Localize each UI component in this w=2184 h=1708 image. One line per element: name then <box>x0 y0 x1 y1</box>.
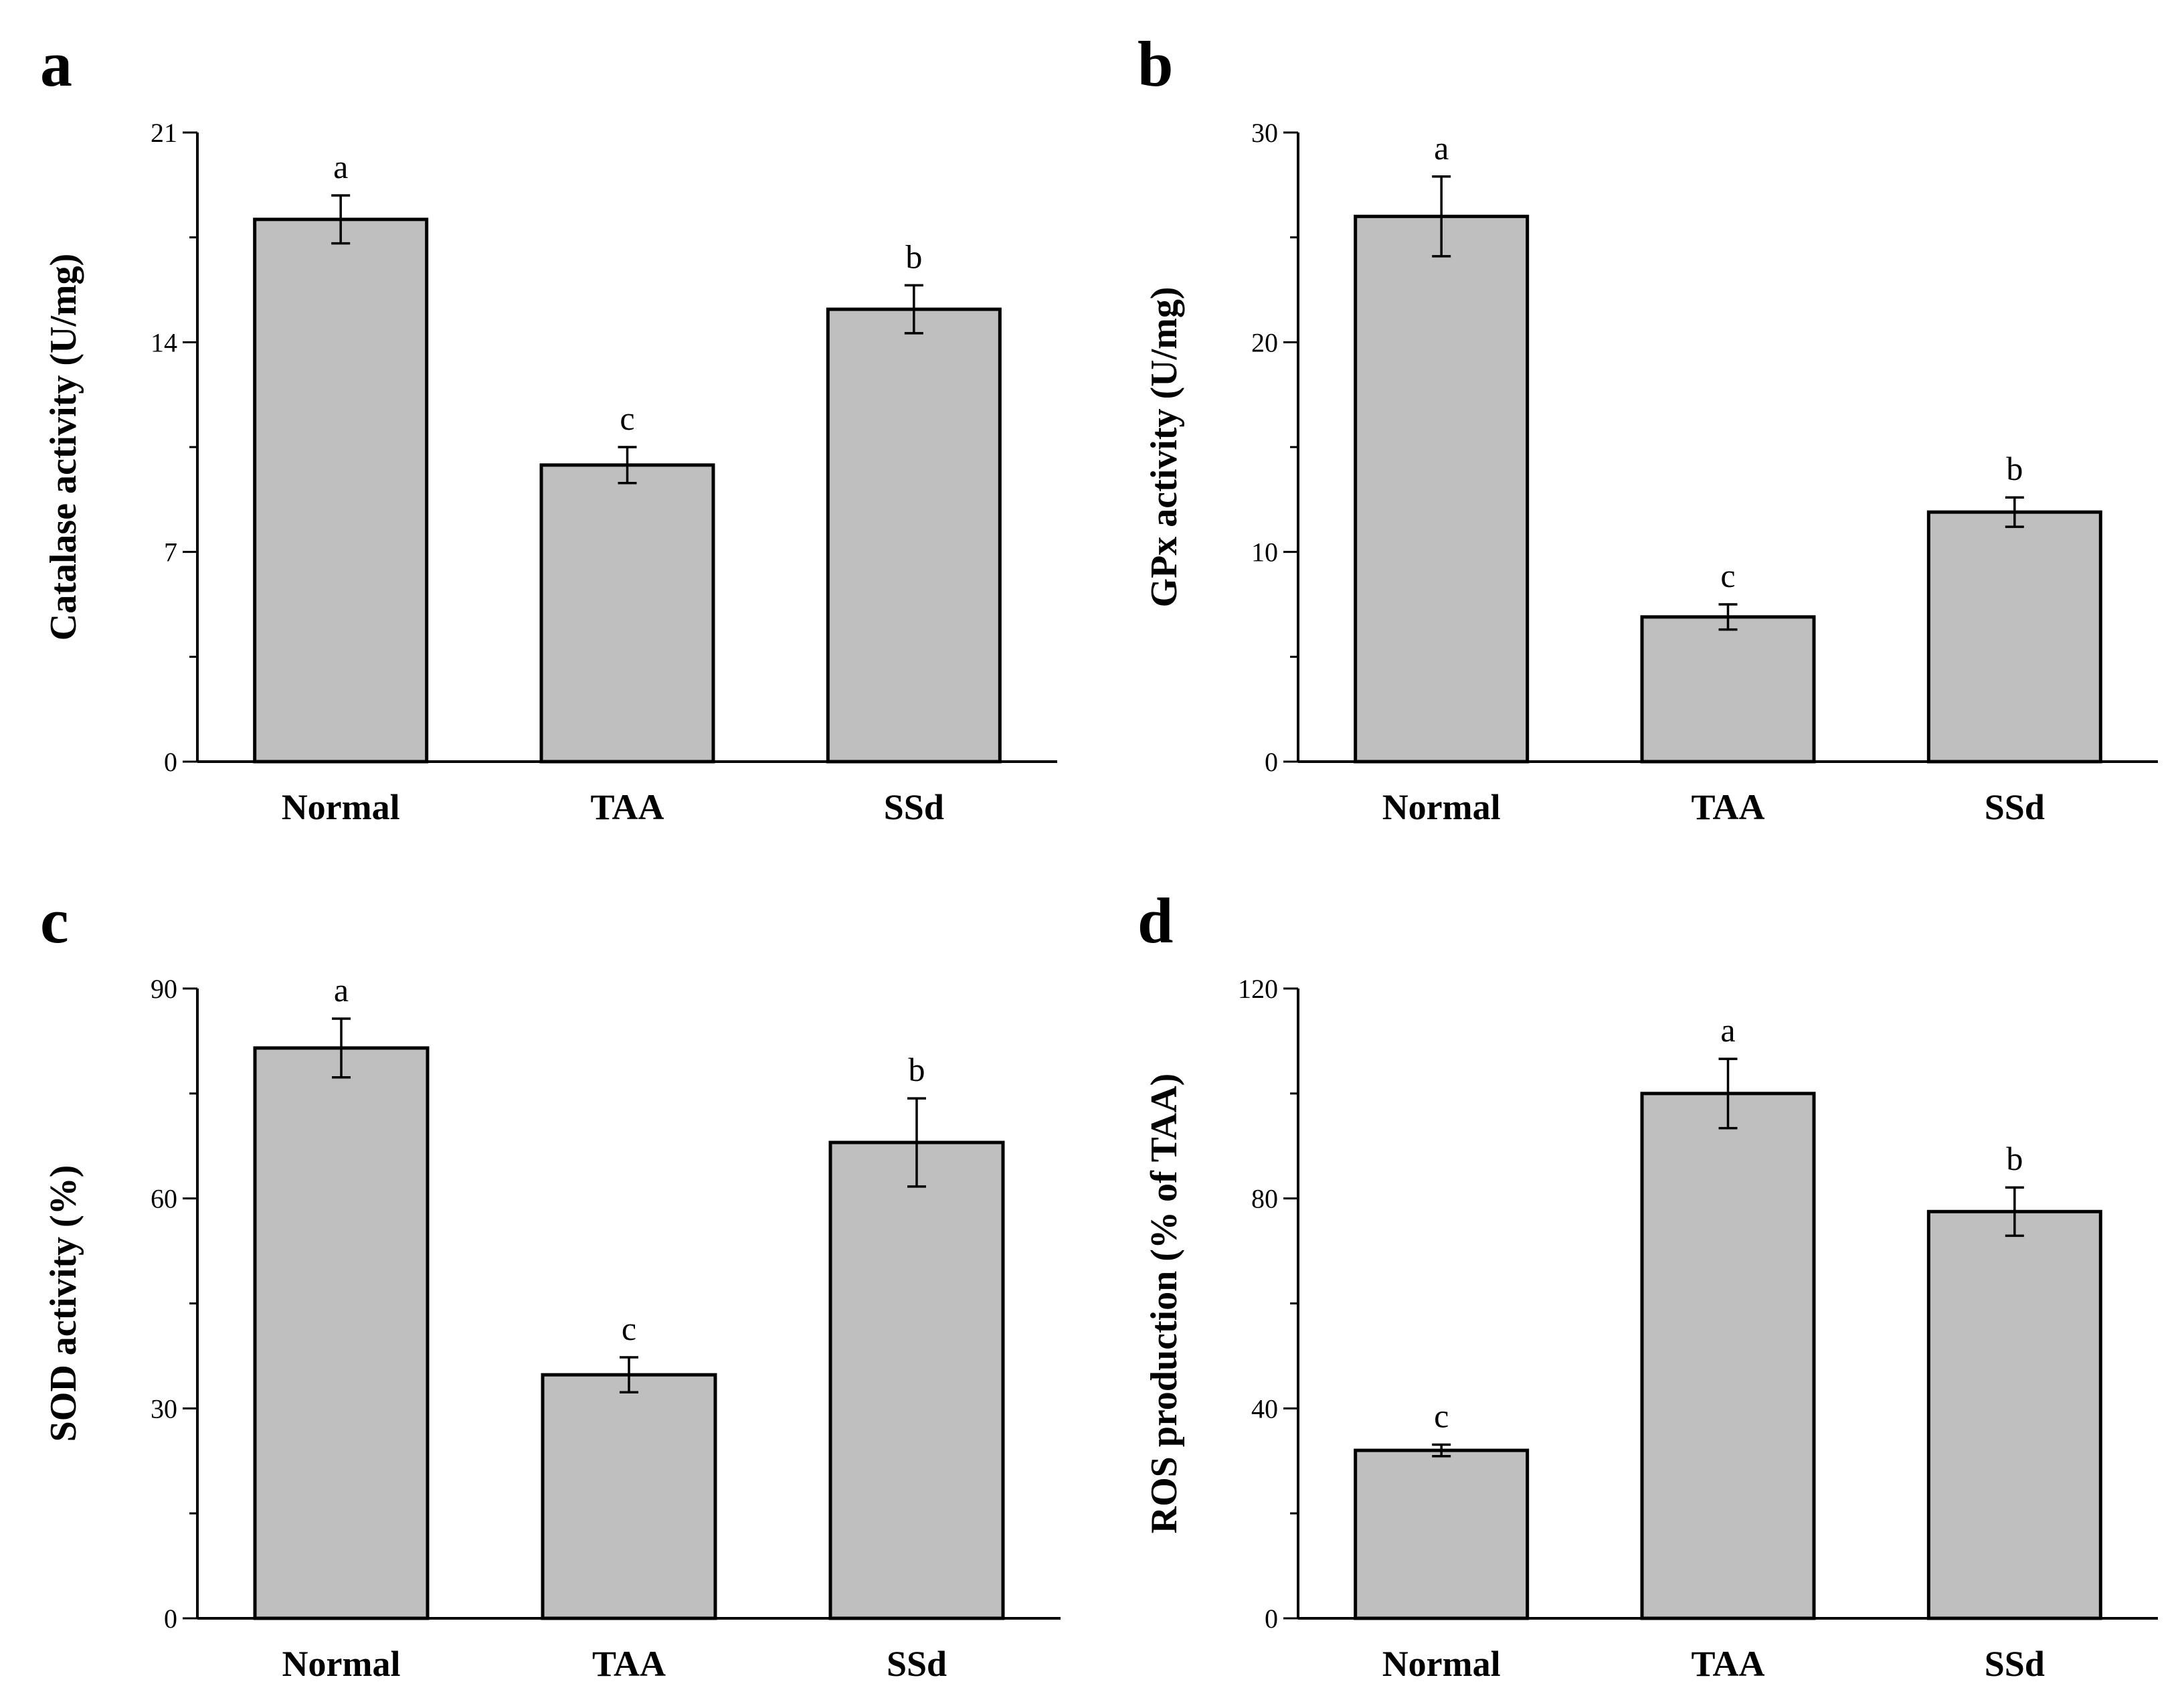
x-tick-label: TAA <box>1691 1644 1764 1684</box>
significance-label: c <box>1434 1397 1449 1434</box>
x-tick-label: SSd <box>887 1644 947 1684</box>
bar-ssd <box>1926 1209 2102 1620</box>
panel-c: c 0 30 60 90 SOD activity (%) a Normal c TAA b SSd <box>40 885 1061 1684</box>
y-tick-label: 80 <box>1251 1184 1278 1214</box>
bar-normal <box>1354 214 1530 764</box>
error-bar <box>907 1097 926 1188</box>
y-tick-label: 40 <box>1251 1393 1278 1424</box>
y-tick-label: 60 <box>151 1184 177 1214</box>
panel-letter: a <box>40 28 72 100</box>
bar-taa <box>1640 1092 1816 1620</box>
error-bar <box>332 1017 351 1079</box>
y-tick-label: 30 <box>1251 118 1278 148</box>
y-tick-label: 0 <box>1265 1604 1278 1634</box>
y-tick-label: 0 <box>164 747 177 777</box>
error-bar <box>331 194 351 245</box>
significance-label: a <box>334 971 349 1009</box>
significance-label: b <box>2006 450 2023 487</box>
significance-label: a <box>1720 1011 1735 1049</box>
error-bar <box>904 284 923 335</box>
significance-label: b <box>909 1051 925 1088</box>
x-tick-label: SSd <box>1985 1644 2045 1684</box>
error-bar <box>2005 1186 2024 1237</box>
y-axis-label: GPx activity (U/mg) <box>1144 287 1185 608</box>
bar-taa <box>541 1373 717 1620</box>
y-tick-label: 120 <box>1238 974 1278 1004</box>
significance-label: a <box>1434 129 1449 167</box>
y-axis-label: SOD activity (%) <box>43 1165 84 1442</box>
bar-normal <box>253 1046 430 1620</box>
error-bar <box>2005 496 2024 528</box>
x-tick-label: SSd <box>884 787 944 827</box>
significance-label: c <box>1720 557 1735 594</box>
significance-label: c <box>620 400 634 437</box>
y-tick-label: 20 <box>1251 327 1278 357</box>
x-tick-label: Normal <box>282 1644 401 1684</box>
bar-taa <box>1640 615 1816 764</box>
panel-letter: b <box>1138 28 1173 100</box>
panel-letter: d <box>1138 885 1173 956</box>
x-tick-label: TAA <box>590 787 664 827</box>
error-bar <box>1432 1443 1451 1458</box>
y-tick-label: 0 <box>1265 747 1278 777</box>
bar-ssd <box>826 307 1002 764</box>
y-tick-label: 90 <box>151 974 177 1004</box>
bar-normal <box>1354 1448 1530 1620</box>
y-axis-label: Catalase activity (U/mg) <box>43 254 84 641</box>
x-tick-label: Normal <box>1382 1644 1501 1684</box>
bar-ssd <box>1926 510 2102 764</box>
panel-b: b 0 10 20 30 GPx activity (U/mg) a Normal c TAA b S… <box>1138 28 2158 827</box>
y-tick-label: 21 <box>151 118 177 148</box>
significance-label: b <box>905 238 922 275</box>
error-bar <box>618 446 637 485</box>
error-bar <box>620 1356 638 1394</box>
bar-taa <box>539 463 715 764</box>
x-tick-label: Normal <box>1382 787 1501 827</box>
y-tick-label: 10 <box>1251 537 1278 568</box>
bar-normal <box>253 218 429 764</box>
panel-a: a 0 7 14 21 Catalase activity (U/mg) a Normal c T… <box>40 28 1057 827</box>
x-tick-label: SSd <box>1985 787 2045 827</box>
y-tick-label: 14 <box>151 327 177 357</box>
x-tick-label: Normal <box>282 787 400 827</box>
significance-label: c <box>622 1310 636 1347</box>
y-tick-label: 0 <box>164 1604 177 1634</box>
panel-d: d 0 40 80 120 ROS production (% of TAA) c Norma… <box>1138 885 2158 1684</box>
x-tick-label: TAA <box>592 1644 666 1684</box>
significance-label: a <box>333 148 348 185</box>
y-axis-label: ROS production (% of TAA) <box>1144 1074 1185 1534</box>
panel-letter: c <box>40 885 69 956</box>
significance-label: b <box>2006 1140 2023 1177</box>
error-bar <box>1432 175 1451 258</box>
error-bar <box>1718 603 1738 631</box>
bar-ssd <box>828 1140 1005 1620</box>
y-tick-label: 7 <box>164 537 177 568</box>
y-tick-label: 30 <box>151 1393 177 1424</box>
error-bar <box>1718 1057 1738 1130</box>
x-tick-label: TAA <box>1691 787 1764 827</box>
